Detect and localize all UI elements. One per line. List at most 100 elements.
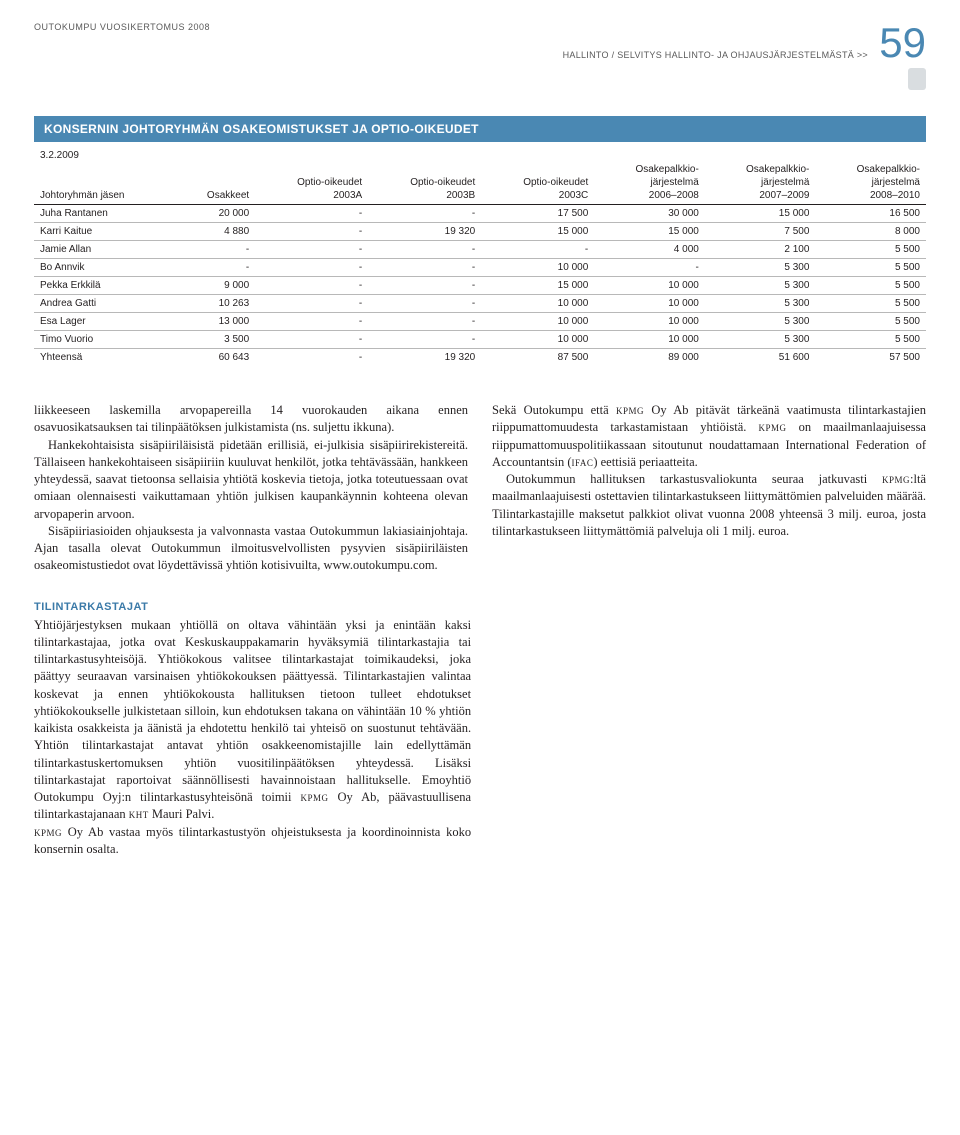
cell-value: - — [368, 205, 481, 223]
cell-name: Andrea Gatti — [34, 295, 176, 313]
cell-value: 5 300 — [705, 295, 816, 313]
ownership-table-section: KONSERNIN JOHTORYHMÄN OSAKEOMISTUKSET JA… — [34, 116, 926, 366]
body-text-columns: liikkeeseen laskemilla arvopapereilla 14… — [34, 402, 926, 575]
section-banner: KONSERNIN JOHTORYHMÄN OSAKEOMISTUKSET JA… — [34, 116, 926, 142]
cell-value: 4 880 — [176, 223, 256, 241]
col-header-2006-2008: Osakepalkkio- järjestelmä 2006–2008 — [594, 161, 705, 205]
cell-value: - — [368, 277, 481, 295]
cell-name: Pekka Erkkilä — [34, 277, 176, 295]
col-header-2003c: Optio-oikeudet 2003C — [481, 161, 594, 205]
cell-total-value: 60 643 — [176, 349, 256, 367]
cell-value: - — [368, 295, 481, 313]
body-column-right: Sekä Outokumpu että kpmg Oy Ab pitävät t… — [492, 402, 926, 575]
cell-value: - — [255, 223, 368, 241]
cell-value: - — [368, 259, 481, 277]
cell-value: - — [255, 241, 368, 259]
col-header-2003b: Optio-oikeudet 2003B — [368, 161, 481, 205]
cell-value: - — [176, 259, 256, 277]
table-header-row: Johtoryhmän jäsen Osakkeet Optio-oikeude… — [34, 161, 926, 205]
table-total-row: Yhteensä60 643-19 32087 50089 00051 6005… — [34, 349, 926, 367]
body-left-p2: Hankekohtaisista sisäpiiriläisistä pidet… — [34, 437, 468, 523]
cell-value: - — [255, 295, 368, 313]
cell-value: 10 000 — [594, 295, 705, 313]
cell-value: 5 300 — [705, 331, 816, 349]
cell-name: Esa Lager — [34, 313, 176, 331]
cell-value: - — [255, 277, 368, 295]
col-header-2003a: Optio-oikeudet 2003A — [255, 161, 368, 205]
table-row: Jamie Allan----4 0002 1005 500 — [34, 241, 926, 259]
cell-value: 15 000 — [481, 223, 594, 241]
cell-total-value: 57 500 — [815, 349, 926, 367]
cell-value: 10 000 — [481, 295, 594, 313]
cell-value: 10 000 — [594, 331, 705, 349]
tilintarkastajat-p1: Yhtiöjärjestyksen mukaan yhtiöllä on olt… — [34, 617, 471, 824]
cell-value: 15 000 — [481, 277, 594, 295]
cell-name: Karri Kaitue — [34, 223, 176, 241]
tilintarkastajat-body: Yhtiöjärjestyksen mukaan yhtiöllä on olt… — [34, 617, 471, 859]
cell-value: 9 000 — [176, 277, 256, 295]
cell-value: 5 500 — [815, 277, 926, 295]
table-row: Esa Lager13 000--10 00010 0005 3005 500 — [34, 313, 926, 331]
body-right-p1: Sekä Outokumpu että kpmg Oy Ab pitävät t… — [492, 402, 926, 471]
page-tab-icon — [908, 68, 926, 90]
cell-value: - — [176, 241, 256, 259]
cell-total-value: 89 000 — [594, 349, 705, 367]
cell-value: 2 100 — [705, 241, 816, 259]
body-right-p2: Outokummun hallituksen tarkastusvaliokun… — [492, 471, 926, 540]
cell-value: 8 000 — [815, 223, 926, 241]
cell-value: - — [255, 205, 368, 223]
cell-value: - — [594, 259, 705, 277]
cell-value: - — [255, 331, 368, 349]
cell-value: 10 000 — [594, 277, 705, 295]
cell-value: 5 500 — [815, 295, 926, 313]
table-row: Juha Rantanen20 000--17 50030 00015 0001… — [34, 205, 926, 223]
col-header-name: Johtoryhmän jäsen — [34, 161, 176, 205]
cell-total-value: 51 600 — [705, 349, 816, 367]
tilintarkastajat-heading: TILINTARKASTAJAT — [34, 601, 926, 613]
breadcrumb-page: SELVITYS HALLINTO- JA OHJAUSJÄRJESTELMÄS… — [617, 50, 868, 60]
table-row: Bo Annvik---10 000-5 3005 500 — [34, 259, 926, 277]
cell-name: Timo Vuorio — [34, 331, 176, 349]
col-header-2007-2009: Osakepalkkio- järjestelmä 2007–2009 — [705, 161, 816, 205]
document-title: OUTOKUMPU VUOSIKERTOMUS 2008 — [34, 22, 210, 32]
col-header-2008-2010: Osakepalkkio- järjestelmä 2008–2010 — [815, 161, 926, 205]
col-header-osakkeet: Osakkeet — [176, 161, 256, 205]
table-date: 3.2.2009 — [40, 150, 926, 161]
body-left-p1: liikkeeseen laskemilla arvopapereilla 14… — [34, 402, 468, 437]
cell-value: 4 000 — [594, 241, 705, 259]
body-column-left: liikkeeseen laskemilla arvopapereilla 14… — [34, 402, 468, 575]
cell-value: 3 500 — [176, 331, 256, 349]
tilintarkastajat-p2: kpmg Oy Ab vastaa myös tilintarkastustyö… — [34, 824, 471, 859]
cell-value: 19 320 — [368, 223, 481, 241]
cell-value: - — [368, 331, 481, 349]
cell-value: 10 000 — [594, 313, 705, 331]
cell-name: Bo Annvik — [34, 259, 176, 277]
cell-value: 5 500 — [815, 241, 926, 259]
breadcrumb: HALLINTO / SELVITYS HALLINTO- JA OHJAUSJ… — [34, 50, 868, 60]
cell-value: 5 500 — [815, 331, 926, 349]
table-row: Pekka Erkkilä9 000--15 00010 0005 3005 5… — [34, 277, 926, 295]
body-left-p3: Sisäpiiriasioiden ohjauksesta ja valvonn… — [34, 523, 468, 575]
cell-value: 20 000 — [176, 205, 256, 223]
table-row: Andrea Gatti10 263--10 00010 0005 3005 5… — [34, 295, 926, 313]
page-number-box: 59 — [879, 22, 926, 90]
cell-value: 5 300 — [705, 313, 816, 331]
cell-total-value: 87 500 — [481, 349, 594, 367]
cell-value: 10 000 — [481, 313, 594, 331]
cell-value: 10 000 — [481, 331, 594, 349]
cell-value: 5 500 — [815, 259, 926, 277]
breadcrumb-section: HALLINTO — [563, 50, 609, 60]
breadcrumb-separator: / — [609, 50, 617, 60]
cell-name: Juha Rantanen — [34, 205, 176, 223]
page-number: 59 — [879, 22, 926, 64]
cell-value: 5 300 — [705, 277, 816, 295]
cell-value: 10 263 — [176, 295, 256, 313]
cell-total-value: - — [255, 349, 368, 367]
cell-name: Jamie Allan — [34, 241, 176, 259]
cell-value: 30 000 — [594, 205, 705, 223]
cell-value: 15 000 — [705, 205, 816, 223]
cell-value: 15 000 — [594, 223, 705, 241]
cell-value: - — [368, 313, 481, 331]
table-row: Timo Vuorio3 500--10 00010 0005 3005 500 — [34, 331, 926, 349]
cell-value: - — [255, 313, 368, 331]
